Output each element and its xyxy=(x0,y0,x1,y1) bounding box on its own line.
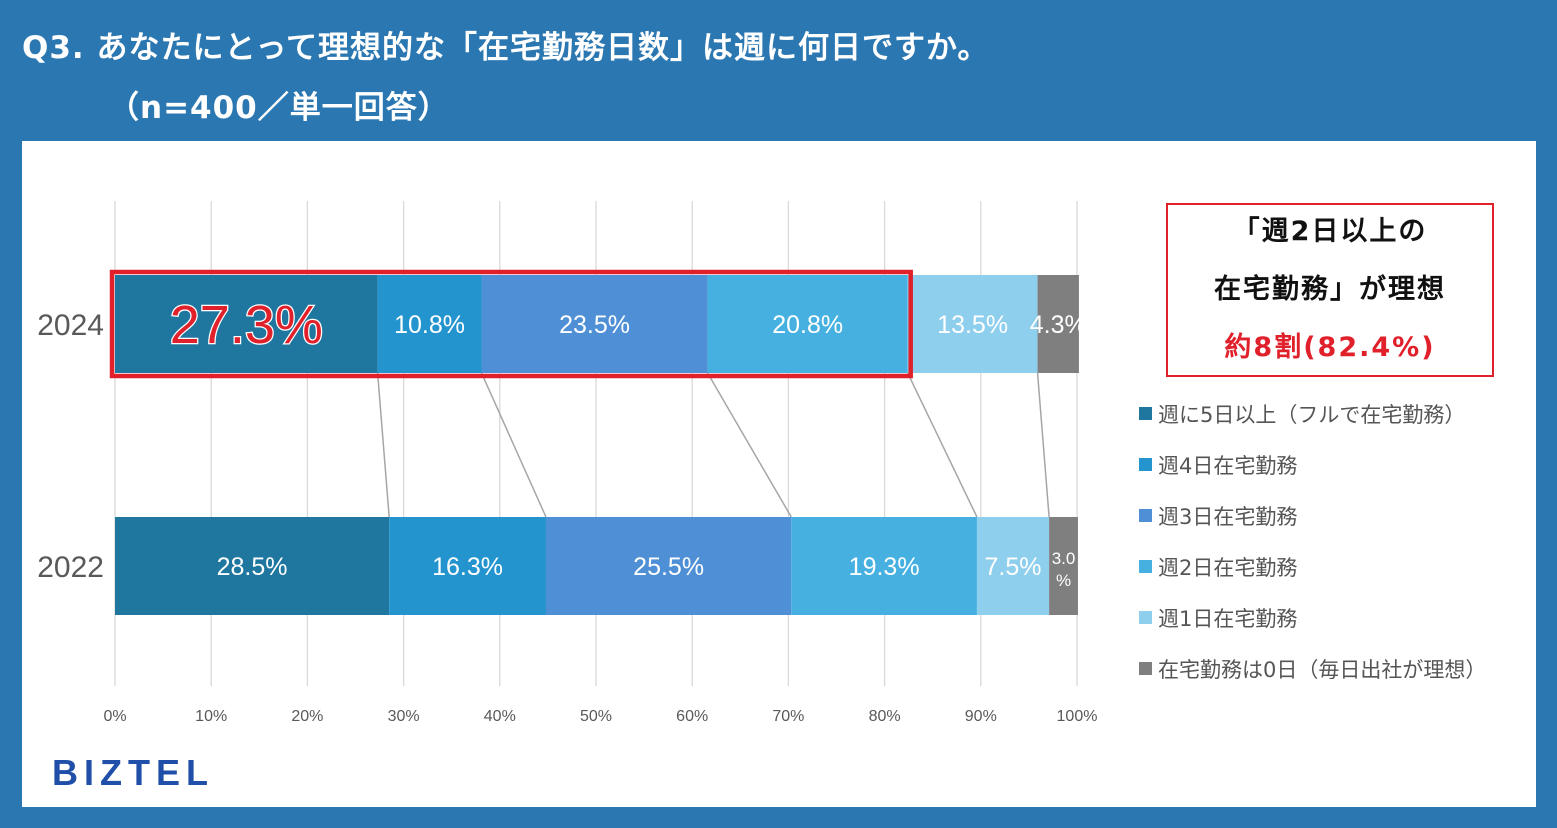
legend-label: 在宅勤務は0日（毎日出社が理想） xyxy=(1158,657,1487,682)
bar-segment xyxy=(377,275,482,373)
bar-segment xyxy=(976,517,1050,615)
legend-swatch xyxy=(1139,611,1152,624)
legend: 週に5日以上（フルで在宅勤務） 週4日在宅勤務 週3日在宅勤務 週2日在宅勤務 週1日在… xyxy=(1139,388,1486,694)
legend-item: 在宅勤務は0日（毎日出社が理想） xyxy=(1139,643,1486,694)
chart-panel: 0% 10% 20% 30% 40% 50% 60% 70% 80% 90% 100% 2024 27.… xyxy=(22,141,1536,807)
bar-segment xyxy=(115,275,378,373)
data-label: 13.5% xyxy=(937,311,1008,339)
data-label: 28.5% xyxy=(217,553,288,581)
data-label: 23.5% xyxy=(559,311,630,339)
data-label: 4.3% xyxy=(1030,311,1087,339)
biztel-logo: BIZTEL xyxy=(52,752,214,793)
bar-segment xyxy=(1037,275,1079,373)
x-tick-label: 10% xyxy=(195,708,227,725)
bar-segment xyxy=(389,517,546,615)
chart-title: Q3. あなたにとって理想的な「在宅勤務日数」は週に何日ですか。 xyxy=(22,30,990,66)
x-tick-label: 80% xyxy=(869,708,901,725)
callout-line-2: 在宅勤務」が理想 xyxy=(1214,274,1446,305)
legend-label: 週1日在宅勤務 xyxy=(1158,606,1298,631)
legend-label: 週2日在宅勤務 xyxy=(1158,555,1298,580)
highlight-box xyxy=(109,269,913,379)
legend-item: 週1日在宅勤務 xyxy=(1139,592,1486,643)
x-tick-label: 50% xyxy=(580,708,612,725)
legend-swatch xyxy=(1139,560,1152,573)
callout-line-1: 「週2日以上の xyxy=(1232,216,1428,247)
legend-item: 週2日在宅勤務 xyxy=(1139,541,1486,592)
bar-segment xyxy=(907,275,1038,373)
legend-label: 週3日在宅勤務 xyxy=(1158,504,1298,529)
legend-item: 週に5日以上（フルで在宅勤務） xyxy=(1139,388,1486,439)
data-label: 25.5% xyxy=(633,553,704,581)
x-tick-label: 60% xyxy=(676,708,708,725)
callout-line-3: 約8割(82.4%) xyxy=(1224,332,1436,363)
bar-segment xyxy=(481,275,708,373)
x-tick-label: 40% xyxy=(484,708,516,725)
x-tick-label: 70% xyxy=(772,708,804,725)
legend-item: 週4日在宅勤務 xyxy=(1139,439,1486,490)
legend-item: 週3日在宅勤務 xyxy=(1139,490,1486,541)
data-label: 27.3% xyxy=(170,295,323,355)
data-label: 3.0% xyxy=(1052,549,1076,590)
data-label: 20.8% xyxy=(772,311,843,339)
category-label: 2024 xyxy=(37,309,104,342)
connector-line xyxy=(706,372,792,518)
connector-line xyxy=(480,372,547,518)
legend-swatch xyxy=(1139,662,1152,675)
category-label: 2022 xyxy=(37,551,104,584)
legend-label: 週4日在宅勤務 xyxy=(1158,453,1298,478)
bar-segment xyxy=(791,517,977,615)
connector-line xyxy=(907,372,978,518)
data-label: 10.8% xyxy=(394,311,465,339)
bar-segment xyxy=(1049,517,1078,615)
legend-swatch xyxy=(1139,458,1152,471)
legend-swatch xyxy=(1139,407,1152,420)
x-tick-label: 100% xyxy=(1057,708,1098,725)
x-tick-label: 20% xyxy=(291,708,323,725)
bar-segment xyxy=(545,517,792,615)
bar-segment xyxy=(707,275,908,373)
data-label: 7.5% xyxy=(985,553,1042,581)
chart-subtitle: （n=400／単一回答） xyxy=(108,90,450,126)
data-label: 16.3% xyxy=(432,553,503,581)
connector-line xyxy=(1036,372,1050,518)
x-tick-label: 0% xyxy=(103,708,126,725)
callout-box: 「週2日以上の 在宅勤務」が理想 約8割(82.4%) xyxy=(1166,203,1494,377)
connector-line xyxy=(376,372,390,518)
stacked-bar-chart: 0% 10% 20% 30% 40% 50% 60% 70% 80% 90% 100% 2024 27.… xyxy=(37,201,1098,725)
x-tick-label: 30% xyxy=(388,708,420,725)
x-tick-label: 90% xyxy=(965,708,997,725)
legend-swatch xyxy=(1139,509,1152,522)
legend-label: 週に5日以上（フルで在宅勤務） xyxy=(1158,402,1466,427)
data-label: 19.3% xyxy=(849,553,920,581)
bar-segment xyxy=(115,517,390,615)
